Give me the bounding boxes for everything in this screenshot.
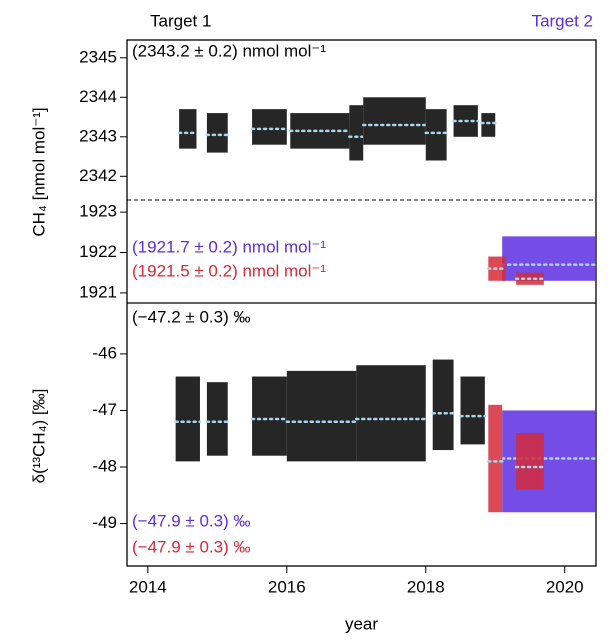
data-spread bbox=[349, 105, 364, 161]
data-spread bbox=[481, 113, 496, 137]
data-spread bbox=[363, 97, 426, 145]
annotation: (1921.5 ± 0.2) nmol mol⁻¹ bbox=[132, 261, 326, 280]
data-spread bbox=[488, 404, 503, 513]
y-tick-label: 1923 bbox=[79, 202, 117, 221]
y-tick-label: -49 bbox=[92, 513, 117, 532]
x-tick-label: 2018 bbox=[407, 577, 445, 596]
y-axis-label: CH₄ [nmol mol⁻¹] bbox=[29, 107, 48, 236]
y-tick-label: -48 bbox=[92, 457, 117, 476]
y-tick-label: 2345 bbox=[79, 47, 117, 66]
x-tick-label: 2014 bbox=[129, 577, 167, 596]
data-spread bbox=[286, 370, 357, 462]
x-tick-label: 2020 bbox=[546, 577, 584, 596]
x-tick-label: 2016 bbox=[268, 577, 306, 596]
data-spread bbox=[179, 109, 197, 149]
y-tick-label: -46 bbox=[92, 343, 117, 362]
annotation: (1921.7 ± 0.2) nmol mol⁻¹ bbox=[132, 237, 326, 256]
y-tick-label: 1922 bbox=[79, 242, 117, 261]
y-tick-label: 2343 bbox=[79, 126, 117, 145]
annotation: (−47.9 ± 0.3) ‰ bbox=[132, 511, 250, 530]
data-spread bbox=[252, 109, 287, 145]
y-tick-label: 2342 bbox=[79, 166, 117, 185]
data-spread bbox=[356, 365, 426, 462]
target-label: Target 2 bbox=[532, 11, 593, 30]
data-spread bbox=[206, 113, 228, 153]
data-spread bbox=[425, 109, 447, 161]
annotation: (−47.9 ± 0.3) ‰ bbox=[132, 537, 250, 556]
data-spread bbox=[175, 376, 200, 462]
data-spread bbox=[252, 376, 287, 456]
data-spread bbox=[516, 433, 544, 490]
annotation: (−47.2 ± 0.3) ‰ bbox=[132, 307, 250, 326]
y-tick-label: 2344 bbox=[79, 87, 117, 106]
data-spread bbox=[460, 376, 485, 445]
data-spread bbox=[206, 382, 228, 456]
annotation: (2343.2 ± 0.2) nmol mol⁻¹ bbox=[132, 41, 326, 60]
x-axis-label: year bbox=[345, 614, 378, 633]
y-tick-label: 1921 bbox=[79, 282, 117, 301]
y-tick-label: -47 bbox=[92, 400, 117, 419]
target-label: Target 1 bbox=[150, 11, 211, 30]
y-axis-label: δ(¹³CH₄) [‰] bbox=[29, 389, 48, 484]
data-spread bbox=[432, 359, 454, 451]
